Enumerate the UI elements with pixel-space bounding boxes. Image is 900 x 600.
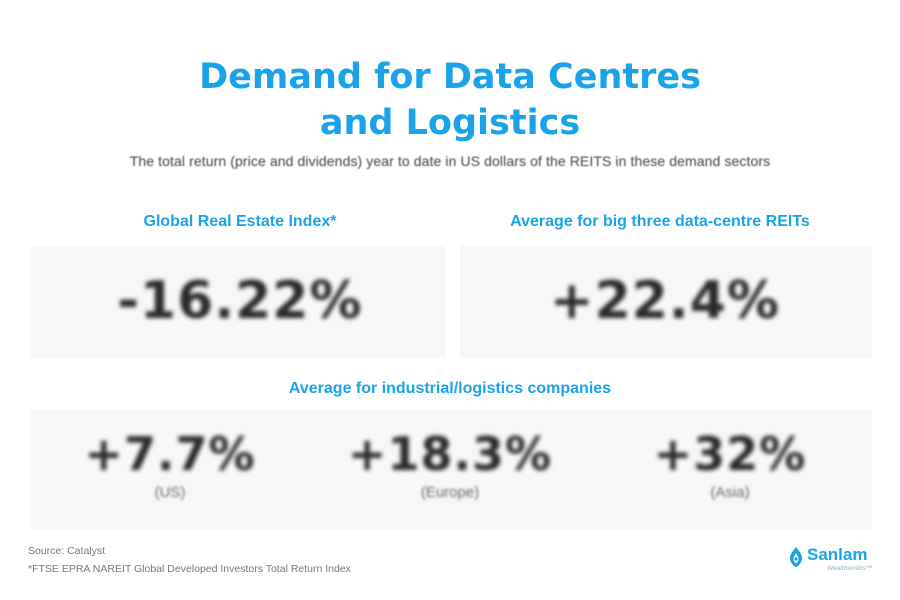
page-title-line-2: and Logistics <box>319 103 581 143</box>
global-index-panel <box>30 246 445 358</box>
data-centre-panel <box>460 246 872 358</box>
global-index-value: -16.22% <box>117 271 363 331</box>
industrial-value-us: +7.7% <box>84 427 256 481</box>
region-label-europe: (Europe) <box>420 484 480 501</box>
sanlam-logo: Sanlam Wealthsmiths™ <box>787 545 877 579</box>
industrial-value-asia: +32% <box>653 427 807 481</box>
industrial-value-europe: +18.3% <box>347 427 553 481</box>
global-index-label: Global Real Estate Index* <box>143 213 337 230</box>
page-title-line-1: Demand for Data Centres <box>199 57 701 97</box>
region-label-asia: (Asia) <box>710 484 750 501</box>
logo-tagline: Wealthsmiths™ <box>827 565 873 572</box>
footnote: *FTSE EPRA NAREIT Global Developed Inves… <box>28 563 351 575</box>
region-label-us: (US) <box>154 484 186 501</box>
logo-name: Sanlam <box>807 545 868 564</box>
industrial-panel <box>30 410 872 530</box>
subtitle: The total return (price and dividends) y… <box>129 153 771 169</box>
shield-icon <box>790 547 802 567</box>
source-note: Source: Catalyst <box>28 545 106 557</box>
industrial-label: Average for industrial/logistics compani… <box>288 380 612 397</box>
data-centre-label: Average for big three data-centre REITs <box>510 213 810 230</box>
data-centre-value: +22.4% <box>550 271 780 331</box>
